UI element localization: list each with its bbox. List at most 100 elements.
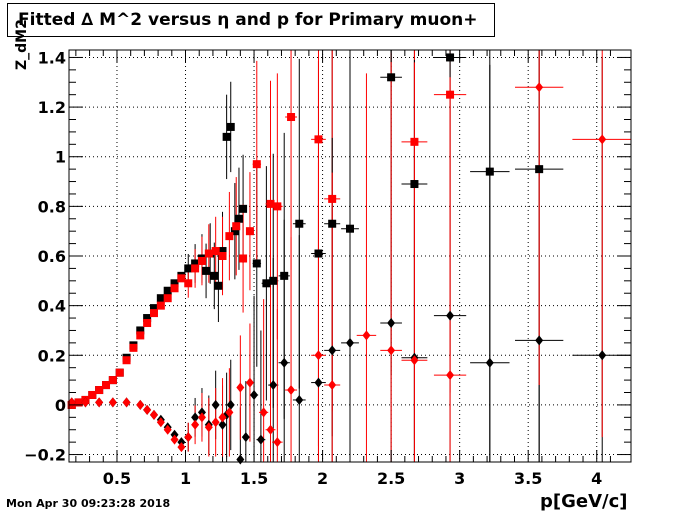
- x-tick-label: 3: [454, 469, 465, 488]
- data-point-square: [184, 264, 193, 273]
- data-point-square: [129, 343, 138, 352]
- data-point-square: [387, 73, 396, 82]
- data-point-square: [156, 301, 165, 310]
- data-point-square: [197, 256, 206, 265]
- data-point-diamond: [314, 377, 323, 388]
- data-point-square: [88, 390, 97, 399]
- data-point-diamond: [485, 357, 494, 368]
- data-point-square: [262, 279, 271, 288]
- data-point-square: [191, 264, 200, 273]
- data-point-diamond: [225, 407, 234, 418]
- data-point-square: [163, 294, 172, 303]
- data-point-square: [95, 386, 104, 395]
- data-point-square: [222, 132, 231, 141]
- data-markers: [67, 53, 607, 465]
- data-point-diamond: [218, 412, 227, 423]
- data-point-diamond: [535, 82, 544, 93]
- data-point-square: [74, 398, 83, 407]
- x-tick-label: 0.5: [103, 469, 131, 488]
- data-point-square: [314, 249, 323, 258]
- y-tick-label: 1.2: [38, 98, 66, 117]
- data-point-diamond: [236, 382, 245, 393]
- data-point-square: [239, 204, 248, 213]
- data-point-square: [191, 259, 200, 268]
- data-point-square: [211, 247, 220, 256]
- data-point-diamond: [156, 417, 165, 428]
- data-point-square: [239, 254, 248, 263]
- data-point-diamond: [211, 417, 220, 428]
- data-point-square: [136, 331, 145, 340]
- x-tick-label: 1: [180, 469, 191, 488]
- data-point-diamond: [362, 330, 371, 341]
- data-point-square: [170, 284, 179, 293]
- data-point-square: [410, 137, 419, 146]
- data-point-diamond: [218, 419, 227, 430]
- data-point-diamond: [266, 424, 275, 435]
- x-axis-label: p[GeV/c]: [540, 491, 628, 512]
- y-tick-label: 1.4: [38, 48, 66, 67]
- data-point-diamond: [163, 424, 172, 435]
- data-point-diamond: [191, 419, 200, 430]
- x-tick-label: 4: [591, 469, 602, 488]
- data-point-diamond: [387, 345, 396, 356]
- y-tick-label: 0.4: [38, 297, 66, 316]
- data-point-square: [234, 214, 243, 223]
- data-point-square: [218, 252, 227, 260]
- y-tick-label: 0: [55, 396, 66, 415]
- data-point-square: [535, 165, 544, 174]
- x-tick-label: 1.5: [240, 469, 268, 488]
- data-point-diamond: [446, 310, 455, 321]
- y-tick-label: 0.8: [38, 197, 66, 216]
- data-point-diamond: [108, 397, 117, 408]
- data-point-square: [202, 266, 211, 275]
- data-point-diamond: [170, 434, 179, 445]
- data-point-diamond: [598, 134, 607, 145]
- data-point-square: [218, 247, 227, 256]
- data-point-square: [232, 222, 241, 231]
- data-point-square: [102, 381, 111, 390]
- data-point-diamond: [328, 345, 337, 356]
- data-point-diamond: [280, 357, 289, 368]
- x-tick-label: 2.5: [377, 469, 405, 488]
- data-point-square: [115, 368, 124, 377]
- data-point-square: [149, 304, 158, 313]
- y-axis-label-text: Z_dM2: [14, 19, 30, 70]
- data-point-diamond: [328, 380, 337, 391]
- data-point-square: [446, 90, 455, 99]
- x-tick-label: 3.5: [514, 469, 542, 488]
- data-point-diamond: [226, 399, 235, 410]
- x-tick-label: 2: [317, 469, 328, 488]
- data-point-square: [225, 232, 234, 241]
- data-point-square: [143, 319, 152, 328]
- timestamp-footer: Mon Apr 30 09:23:28 2018: [6, 497, 171, 510]
- data-point-square: [184, 279, 193, 288]
- chart-title-box: Fitted ∆ M^2 versus η and p for Primary …: [7, 3, 495, 37]
- data-point-diamond: [314, 350, 323, 361]
- data-point-diamond: [191, 412, 200, 423]
- data-point-diamond: [295, 394, 304, 405]
- data-point-diamond: [122, 397, 131, 408]
- axis-tick-labels: 0.5 1 1.5 2 2.5 3 3.5 4 −0.2 0 0.2 0.4 0.6 0.8 1 1.2 1.4: [24, 48, 602, 488]
- data-point-square: [314, 135, 323, 144]
- data-point-diamond: [535, 335, 544, 346]
- data-point-diamond: [143, 404, 152, 415]
- data-point-square: [122, 356, 131, 365]
- y-tick-label: 0.2: [38, 346, 66, 365]
- data-point-square: [485, 167, 494, 176]
- data-point-square: [245, 227, 254, 236]
- data-point-square: [295, 219, 304, 228]
- data-point-square: [163, 286, 172, 295]
- data-point-square: [410, 180, 419, 189]
- data-point-square: [143, 314, 152, 323]
- data-point-diamond: [259, 407, 268, 418]
- data-point-square: [108, 376, 117, 385]
- data-point-diamond: [446, 370, 455, 381]
- y-tick-label: 0.6: [38, 247, 66, 266]
- data-point-square: [156, 294, 165, 303]
- data-point-diamond: [346, 337, 354, 348]
- data-point-square: [230, 227, 239, 236]
- data-point-square: [446, 53, 455, 62]
- data-point-diamond: [287, 385, 296, 396]
- axis-ticks: [69, 50, 631, 462]
